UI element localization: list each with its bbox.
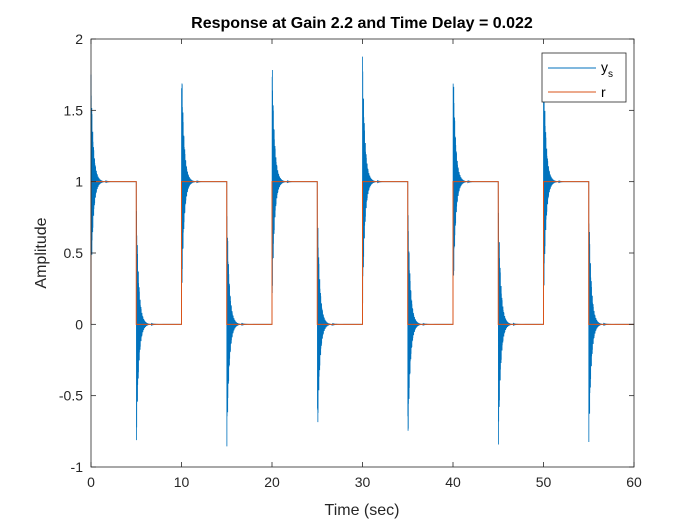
legend-label-ys-base: y [601, 59, 608, 75]
series-r-line [90, 181, 634, 325]
x-tick-label: 20 [264, 474, 280, 490]
y-tick-label: 0 [75, 316, 83, 332]
y-axis-label: Amplitude [33, 217, 50, 288]
legend-label-ys: ys [601, 59, 613, 80]
y-tick-label: 2 [75, 31, 83, 47]
chart-title: Response at Gain 2.2 and Time Delay = 0.… [191, 15, 533, 32]
legend-label-r: r [601, 84, 606, 100]
x-axis-label: Time (sec) [325, 502, 400, 519]
x-axis: 0 10 20 30 40 50 60 [87, 39, 642, 490]
x-tick-label: 10 [174, 474, 190, 490]
y-tick-label: 1 [75, 174, 83, 190]
legend: ys r [541, 52, 627, 103]
y-tick-label: -0.5 [59, 388, 83, 404]
series-r [90, 181, 634, 325]
y-tick-label: 0.5 [64, 245, 84, 261]
y-tick-label: 1.5 [64, 102, 84, 118]
y-tick-label: -1 [71, 459, 84, 475]
legend-label-ys-sub: s [608, 69, 613, 80]
y-axis: -1 -0.5 0 0.5 1 1.5 2 [59, 31, 634, 475]
x-tick-label: 0 [87, 474, 95, 490]
x-tick-label: 50 [536, 474, 552, 490]
x-tick-label: 60 [626, 474, 642, 490]
legend-box [541, 52, 627, 103]
x-tick-label: 30 [355, 474, 371, 490]
x-tick-label: 40 [445, 474, 461, 490]
